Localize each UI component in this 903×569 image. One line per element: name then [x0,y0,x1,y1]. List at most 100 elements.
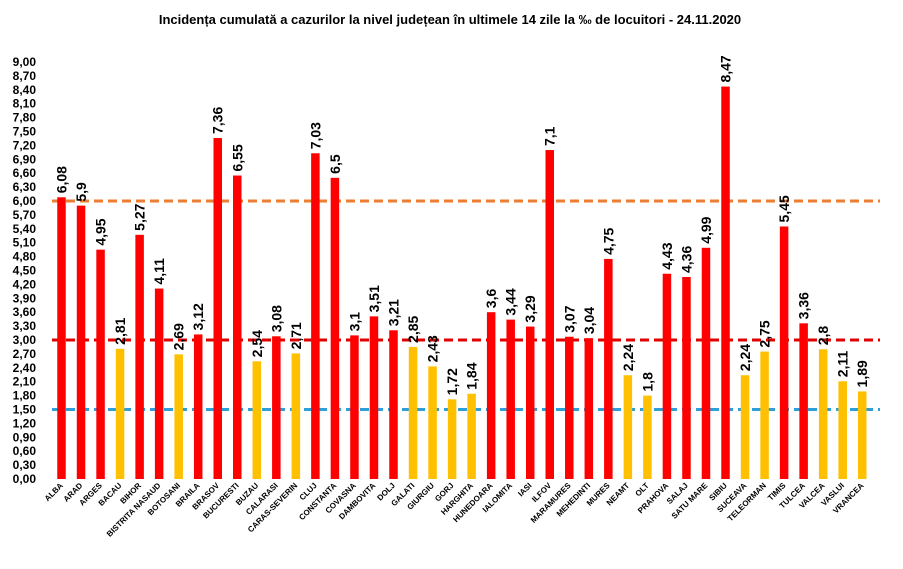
data-label: 3,12 [190,303,206,330]
data-label: 2,69 [171,323,187,350]
y-tick-label: 6,30 [13,180,37,194]
y-tick-label: 0,30 [13,458,37,472]
data-label: 2,24 [737,344,753,371]
data-label: 1,8 [639,372,655,392]
data-label: 3,07 [561,305,577,332]
data-label: 2,71 [288,322,304,349]
bar [233,175,242,479]
bar [428,366,437,479]
data-label: 3,04 [581,307,597,334]
y-tick-label: 0,90 [13,430,37,444]
data-label: 4,75 [600,227,616,254]
data-label: 2,24 [620,344,636,371]
bar [604,258,613,479]
bar [369,316,379,479]
y-tick-label: 4,50 [13,264,37,278]
y-tick-label: 8,70 [13,69,37,83]
bar [565,336,574,479]
y-tick-label: 6,60 [13,166,37,180]
y-axis: 0,000,300,600,901,201,501,802,102,402,70… [13,55,37,486]
bar [154,288,164,479]
bar [721,86,730,479]
bar [584,338,594,479]
bar [818,349,828,479]
bars [57,86,867,480]
y-tick-label: 6,00 [13,194,37,208]
bar [857,391,867,479]
data-label: 3,6 [483,289,499,309]
data-label: 2,75 [757,320,773,347]
data-label: 7,1 [542,126,558,146]
y-tick-label: 3,30 [13,319,37,333]
bar [272,336,281,479]
bar [96,249,105,479]
data-label: 3,44 [503,288,519,315]
data-label: 8,47 [718,55,734,82]
bar [291,353,301,479]
bar [545,150,554,480]
y-tick-label: 1,80 [13,389,37,403]
data-label: 7,03 [307,122,323,149]
data-label: 2,85 [405,315,421,342]
data-label: 2,54 [249,330,265,357]
data-label: 6,08 [54,166,70,193]
data-label: 6,5 [327,154,343,174]
bar [174,354,183,479]
bar [760,351,769,479]
y-tick-label: 3,90 [13,291,37,305]
data-label: 4,36 [678,246,694,273]
bar [330,177,340,480]
bar [740,375,750,479]
y-tick-label: 1,20 [13,416,37,430]
x-tick-label: ALBA [43,481,65,503]
y-tick-label: 0,00 [13,472,37,486]
data-labels: 6,08 5,94,95 2,81 5,27 4,11 2,693,12 7,366,55 2… [54,55,871,395]
y-tick-label: 9,00 [13,55,37,69]
y-tick-label: 8,40 [13,83,37,97]
y-tick-label: 5,10 [13,236,37,250]
bar [701,247,711,479]
data-label: 5,45 [776,195,792,222]
data-label: 4,43 [659,242,675,269]
bar [389,330,398,479]
bar [193,334,203,479]
bar [506,319,515,479]
data-label: 3,51 [366,285,382,312]
bar [350,335,359,479]
chart-title: Incidența cumulată a cazurilor la nivel … [159,12,741,27]
data-label: 7,36 [210,107,226,134]
y-tick-label: 1,50 [13,403,37,417]
bar [467,393,476,479]
bar [486,312,496,479]
data-label: 1,89 [854,360,870,387]
bar [252,361,262,479]
y-tick-label: 3,60 [13,305,37,319]
data-label: 1,72 [444,368,460,395]
bar [643,395,652,479]
data-label: 6,55 [229,144,245,171]
y-tick-label: 4,20 [13,277,37,291]
data-label: 4,11 [151,258,167,285]
bar [682,276,691,479]
y-tick-label: 5,40 [13,222,37,236]
y-tick-label: 5,70 [13,208,37,222]
data-label: 4,99 [698,216,714,243]
y-tick-label: 7,50 [13,125,37,139]
y-tick-label: 0,60 [13,444,37,458]
data-label: 3,08 [268,305,284,332]
bar [623,375,633,479]
bar [135,234,144,479]
data-label: 5,9 [73,182,89,202]
data-label: 4,95 [93,218,109,245]
bar [57,197,66,479]
data-label: 2,11 [835,351,851,378]
bar [213,137,222,479]
bar [779,226,789,479]
bar [115,348,125,479]
data-label: 3,1 [346,312,362,332]
bar [525,326,535,479]
y-tick-label: 2,70 [13,347,37,361]
bar [799,323,808,479]
data-label: 5,27 [132,203,148,230]
data-label: 3,21 [386,299,402,326]
